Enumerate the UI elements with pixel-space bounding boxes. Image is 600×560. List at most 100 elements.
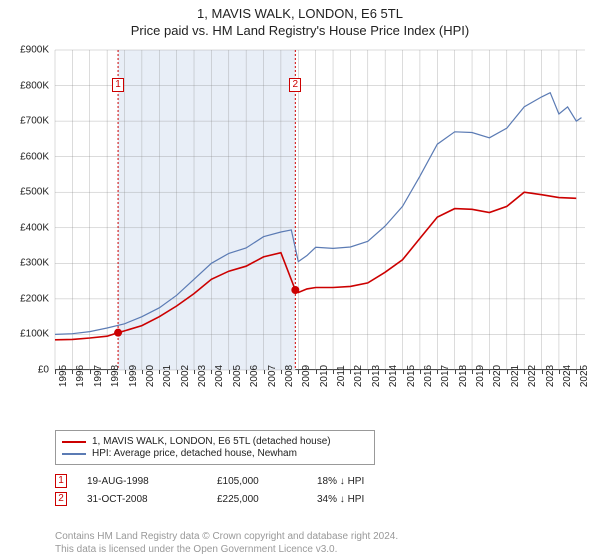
- x-tick-label: 2001: [162, 365, 173, 387]
- transactions-table: 1 19-AUG-1998 £105,000 18% ↓ HPI 2 31-OC…: [55, 470, 575, 510]
- x-tick: [194, 370, 195, 374]
- x-tick: [142, 370, 143, 374]
- x-tick-label: 2014: [388, 365, 399, 387]
- table-row: 2 31-OCT-2008 £225,000 34% ↓ HPI: [55, 492, 575, 506]
- credit-line: This data is licensed under the Open Gov…: [55, 543, 398, 556]
- x-tick-label: 2008: [284, 365, 295, 387]
- x-tick-label: 2025: [579, 365, 590, 387]
- x-tick: [350, 370, 351, 374]
- x-tick: [298, 370, 299, 374]
- x-tick: [246, 370, 247, 374]
- x-tick-label: 1997: [93, 365, 104, 387]
- x-tick: [576, 370, 577, 374]
- marker-badge: 2: [55, 492, 67, 506]
- x-tick-label: 1995: [58, 365, 69, 387]
- legend-label: HPI: Average price, detached house, Newh…: [92, 448, 297, 459]
- x-tick: [437, 370, 438, 374]
- x-tick-label: 1999: [128, 365, 139, 387]
- x-tick: [542, 370, 543, 374]
- x-tick-label: 2022: [527, 365, 538, 387]
- y-tick-label: £200K: [20, 293, 49, 304]
- marker-badge: 1: [112, 78, 124, 92]
- x-tick: [159, 370, 160, 374]
- x-tick-label: 2016: [423, 365, 434, 387]
- x-tick: [455, 370, 456, 374]
- x-tick: [385, 370, 386, 374]
- y-tick-label: £500K: [20, 187, 49, 198]
- x-tick: [281, 370, 282, 374]
- x-tick-label: 1998: [110, 365, 121, 387]
- x-tick-label: 2019: [475, 365, 486, 387]
- legend-swatch: [62, 441, 86, 443]
- x-tick: [264, 370, 265, 374]
- legend-item: 1, MAVIS WALK, LONDON, E6 5TL (detached …: [62, 436, 368, 447]
- x-tick-label: 2013: [371, 365, 382, 387]
- x-tick: [420, 370, 421, 374]
- x-tick: [211, 370, 212, 374]
- credit-text: Contains HM Land Registry data © Crown c…: [55, 530, 398, 556]
- transaction-price: £225,000: [217, 494, 297, 505]
- x-tick: [55, 370, 56, 374]
- y-axis: £0£100K£200K£300K£400K£500K£600K£700K£80…: [0, 50, 55, 370]
- legend-label: 1, MAVIS WALK, LONDON, E6 5TL (detached …: [92, 436, 331, 447]
- table-row: 1 19-AUG-1998 £105,000 18% ↓ HPI: [55, 474, 575, 488]
- legend: 1, MAVIS WALK, LONDON, E6 5TL (detached …: [55, 430, 375, 465]
- y-tick-label: £600K: [20, 151, 49, 162]
- x-tick-label: 1996: [75, 365, 86, 387]
- y-tick-label: £800K: [20, 80, 49, 91]
- y-tick-label: £400K: [20, 222, 49, 233]
- x-tick: [72, 370, 73, 374]
- x-tick-label: 2018: [458, 365, 469, 387]
- transaction-price: £105,000: [217, 476, 297, 487]
- x-tick: [507, 370, 508, 374]
- x-tick-label: 2000: [145, 365, 156, 387]
- transaction-date: 31-OCT-2008: [87, 494, 197, 505]
- x-tick-label: 2006: [249, 365, 260, 387]
- x-tick-label: 2009: [301, 365, 312, 387]
- page-subtitle: Price paid vs. HM Land Registry's House …: [0, 23, 600, 38]
- x-tick: [368, 370, 369, 374]
- x-tick: [559, 370, 560, 374]
- x-tick: [489, 370, 490, 374]
- page-title: 1, MAVIS WALK, LONDON, E6 5TL: [0, 6, 600, 21]
- x-tick: [403, 370, 404, 374]
- y-tick-label: £700K: [20, 116, 49, 127]
- x-tick: [472, 370, 473, 374]
- x-tick-label: 2012: [353, 365, 364, 387]
- legend-swatch: [62, 453, 86, 455]
- x-tick-label: 2004: [214, 365, 225, 387]
- y-tick-label: £0: [38, 365, 49, 376]
- credit-line: Contains HM Land Registry data © Crown c…: [55, 530, 398, 543]
- x-tick-label: 2002: [180, 365, 191, 387]
- x-tick-label: 2010: [319, 365, 330, 387]
- x-tick: [107, 370, 108, 374]
- x-tick: [229, 370, 230, 374]
- transaction-diff: 34% ↓ HPI: [317, 494, 397, 505]
- x-tick: [333, 370, 334, 374]
- x-tick: [316, 370, 317, 374]
- x-tick-label: 2015: [406, 365, 417, 387]
- marker-badge: 2: [289, 78, 301, 92]
- x-tick-label: 2021: [510, 365, 521, 387]
- y-tick-label: £900K: [20, 45, 49, 56]
- x-tick: [177, 370, 178, 374]
- x-axis: 1995199619971998199920002001200220032004…: [55, 372, 585, 422]
- x-tick-label: 2024: [562, 365, 573, 387]
- x-tick: [524, 370, 525, 374]
- x-tick-label: 2020: [492, 365, 503, 387]
- transaction-diff: 18% ↓ HPI: [317, 476, 397, 487]
- legend-item: HPI: Average price, detached house, Newh…: [62, 448, 368, 459]
- y-tick-label: £100K: [20, 329, 49, 340]
- x-tick-label: 2011: [336, 365, 347, 387]
- x-tick: [125, 370, 126, 374]
- y-tick-label: £300K: [20, 258, 49, 269]
- x-tick-label: 2007: [267, 365, 278, 387]
- transaction-date: 19-AUG-1998: [87, 476, 197, 487]
- chart-svg: [55, 50, 585, 370]
- x-tick: [90, 370, 91, 374]
- x-tick-label: 2005: [232, 365, 243, 387]
- x-tick-label: 2003: [197, 365, 208, 387]
- marker-badge: 1: [55, 474, 67, 488]
- x-tick-label: 2023: [545, 365, 556, 387]
- x-tick-label: 2017: [440, 365, 451, 387]
